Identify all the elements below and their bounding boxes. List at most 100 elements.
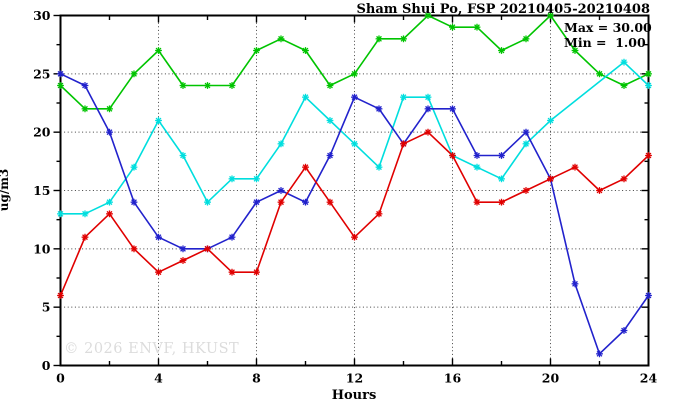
- data-point-marker: [106, 129, 113, 136]
- data-point-marker: [474, 164, 480, 171]
- watermark-text: © 2026 ENVF, HKUST: [64, 341, 240, 357]
- data-point-marker: [621, 82, 627, 89]
- data-point-marker: [621, 175, 627, 182]
- data-point-marker: [449, 152, 456, 159]
- data-point-marker: [376, 164, 382, 171]
- data-point-marker: [131, 199, 137, 206]
- plot-border: [59, 14, 650, 367]
- data-point-marker: [547, 175, 554, 182]
- data-point-marker: [82, 105, 88, 112]
- data-point-marker: [106, 210, 113, 217]
- data-point-marker: [498, 175, 505, 182]
- data-point-marker: [302, 164, 309, 171]
- data-point-marker: [155, 234, 162, 241]
- data-point-marker: [278, 187, 284, 194]
- data-point-marker: [425, 94, 431, 101]
- data-point-marker: [180, 257, 186, 264]
- data-point-marker: [302, 47, 309, 54]
- data-point-marker: [229, 82, 235, 89]
- data-point-marker: [425, 12, 431, 19]
- data-point-marker: [523, 187, 529, 194]
- data-point-marker: [645, 292, 652, 299]
- data-point-marker: [400, 94, 407, 101]
- data-point-marker: [474, 24, 480, 31]
- data-point-marker: [523, 140, 529, 147]
- data-point-marker: [82, 210, 88, 217]
- data-point-marker: [498, 47, 505, 54]
- data-point-marker: [351, 70, 358, 77]
- data-point-marker: [155, 117, 162, 124]
- data-point-marker: [498, 152, 505, 159]
- data-point-marker: [645, 70, 652, 77]
- chart-title: Sham Shui Po, FSP 20210405-20210408: [356, 2, 651, 17]
- x-tick-label: 20: [542, 371, 560, 386]
- data-point-marker: [351, 234, 358, 241]
- data-point-marker: [82, 82, 88, 89]
- y-tick-label: 10: [33, 241, 51, 256]
- y-tick-label: 0: [42, 358, 51, 373]
- data-point-marker: [302, 94, 309, 101]
- data-point-marker: [155, 47, 162, 54]
- data-point-marker: [376, 210, 382, 217]
- data-point-marker: [131, 70, 137, 77]
- y-tick-label: 15: [33, 183, 50, 198]
- data-point-marker: [547, 12, 554, 19]
- data-point-marker: [523, 129, 529, 136]
- data-point-marker: [572, 47, 578, 54]
- data-point-marker: [498, 199, 505, 206]
- y-axis-label: ug/m3: [0, 168, 11, 212]
- data-point-marker: [204, 82, 211, 89]
- data-point-marker: [547, 117, 554, 124]
- data-point-marker: [106, 105, 113, 112]
- data-point-marker: [253, 175, 260, 182]
- data-point-marker: [327, 117, 333, 124]
- data-point-marker: [302, 199, 309, 206]
- data-point-marker: [400, 35, 407, 42]
- y-tick-label: 30: [33, 8, 51, 23]
- data-point-marker: [425, 105, 431, 112]
- data-point-marker: [278, 140, 284, 147]
- y-tick-label: 25: [33, 66, 50, 81]
- data-point-marker: [180, 152, 186, 159]
- data-point-marker: [474, 152, 480, 159]
- data-point-marker: [204, 199, 211, 206]
- x-tick-label: 24: [640, 371, 658, 386]
- data-point-marker: [327, 152, 333, 159]
- data-point-marker: [253, 47, 260, 54]
- x-tick-label: 4: [154, 371, 163, 386]
- data-point-marker: [57, 292, 64, 299]
- y-tick-label: 20: [33, 125, 51, 140]
- data-point-marker: [572, 280, 578, 287]
- data-point-marker: [57, 70, 64, 77]
- data-point-marker: [376, 35, 382, 42]
- data-point-marker: [449, 24, 456, 31]
- data-point-marker: [180, 82, 186, 89]
- data-point-marker: [474, 199, 480, 206]
- data-point-marker: [596, 187, 603, 194]
- data-point-marker: [645, 152, 652, 159]
- data-point-marker: [596, 350, 603, 357]
- x-axis-label: Hours: [331, 388, 377, 403]
- data-point-marker: [425, 129, 431, 136]
- data-point-marker: [204, 245, 211, 252]
- data-point-marker: [131, 164, 137, 171]
- data-point-marker: [57, 210, 64, 217]
- data-point-marker: [351, 140, 358, 147]
- data-point-marker: [57, 82, 64, 89]
- data-point-marker: [278, 199, 284, 206]
- data-point-marker: [449, 105, 456, 112]
- data-point-marker: [253, 269, 260, 276]
- x-tick-label: 0: [56, 371, 65, 386]
- data-point-marker: [596, 70, 603, 77]
- data-point-marker: [351, 94, 358, 101]
- data-point-marker: [327, 82, 333, 89]
- data-point-marker: [523, 35, 529, 42]
- chart-stats-legend: Max = 30.00 Min = 1.00: [564, 20, 652, 50]
- data-point-marker: [229, 234, 235, 241]
- min-stat-label: Min = 1.00: [564, 34, 646, 50]
- data-point-marker: [82, 234, 88, 241]
- data-point-marker: [400, 140, 407, 147]
- data-point-marker: [376, 105, 382, 112]
